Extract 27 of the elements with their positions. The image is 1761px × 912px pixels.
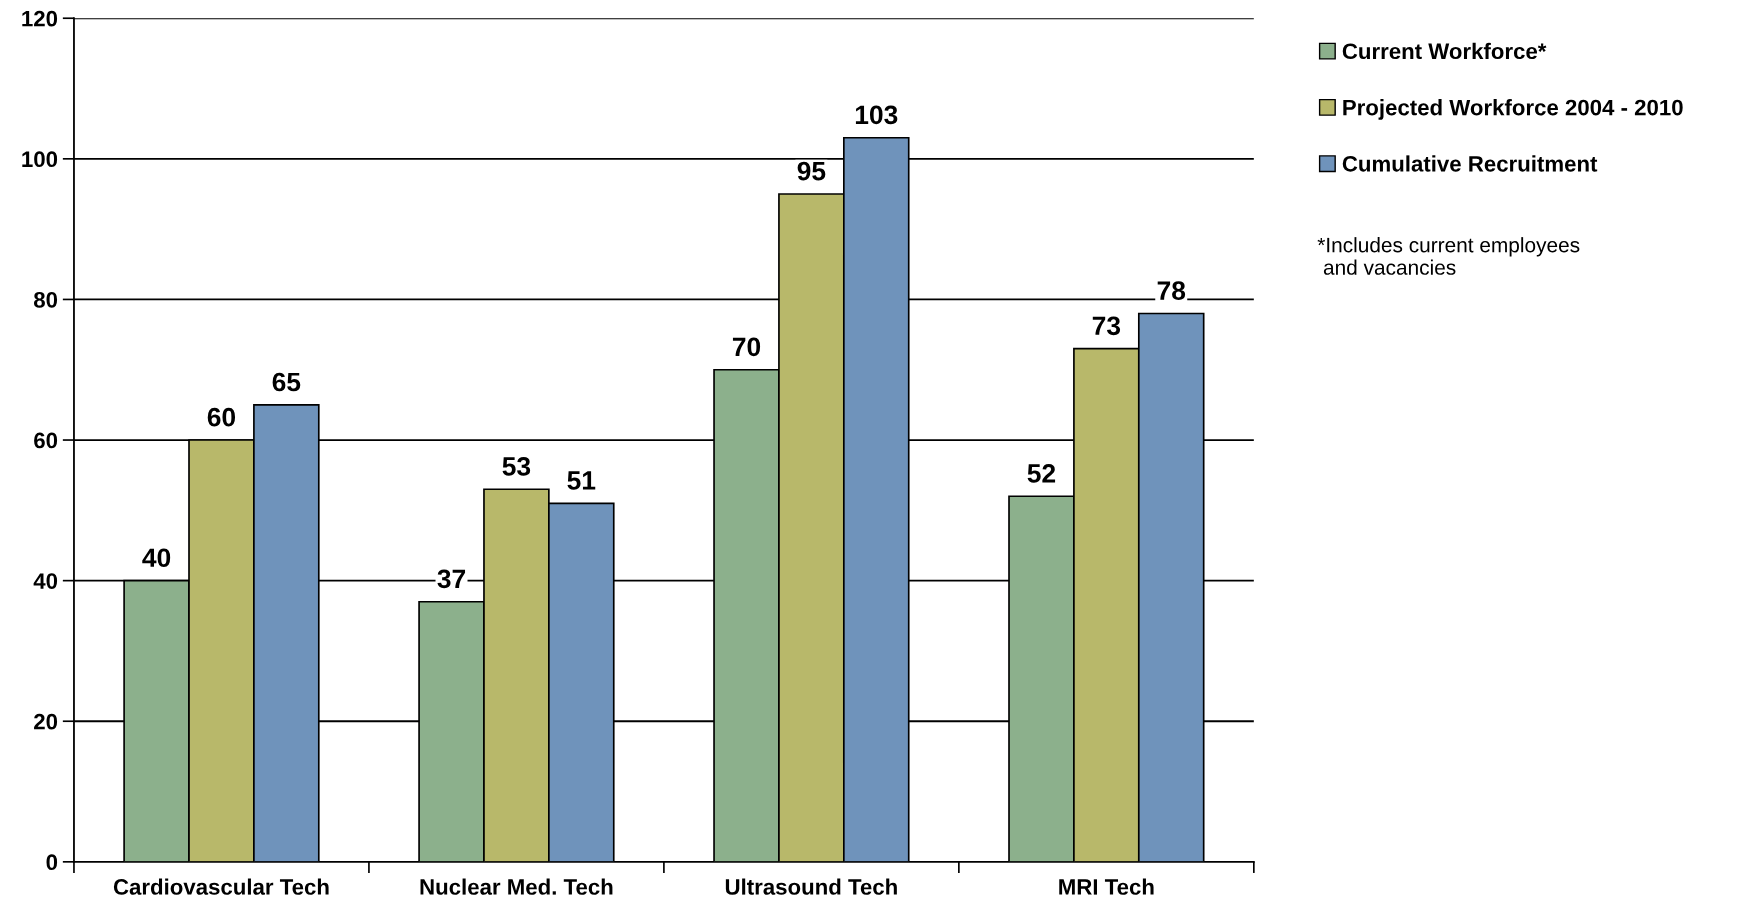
x-tick-label: Nuclear Med. Tech xyxy=(420,878,613,895)
text: *Includes current employees and vacancies xyxy=(1317,237,1580,275)
y-tick-label: 100 xyxy=(22,151,58,168)
legend-label: Projected Workforce 2004 - 2010 xyxy=(1343,99,1683,120)
data-label: 95 xyxy=(797,161,826,181)
data-label: 51 xyxy=(567,471,596,490)
data-label: 70 xyxy=(732,337,761,357)
y-tick-label: 60 xyxy=(34,432,58,449)
data-label: 40 xyxy=(142,548,171,568)
data-label: 78 xyxy=(1157,281,1186,300)
x-tick-label: Ultrasound Tech xyxy=(725,878,897,895)
y-tick-label: 40 xyxy=(33,573,58,589)
data-label: 52 xyxy=(1027,464,1056,483)
x-tick-label: MRI Tech xyxy=(1059,878,1154,895)
legend-label: Current Workforce* xyxy=(1342,42,1547,60)
data-label: 37 xyxy=(437,569,466,589)
data-label: 103 xyxy=(855,105,898,125)
data-label: 53 xyxy=(502,457,531,476)
data-label: 60 xyxy=(207,407,236,427)
data-label: 65 xyxy=(272,372,301,392)
data-label: 73 xyxy=(1092,316,1121,336)
y-tick-label: 0 xyxy=(46,854,58,871)
y-tick-label: 120 xyxy=(22,10,58,27)
y-tick-label: 20 xyxy=(34,713,58,730)
x-tick-label: Cardiovascular Tech xyxy=(113,878,329,895)
y-tick-label: 80 xyxy=(33,291,58,308)
legend-label: Cumulative Recruitment xyxy=(1342,155,1598,172)
